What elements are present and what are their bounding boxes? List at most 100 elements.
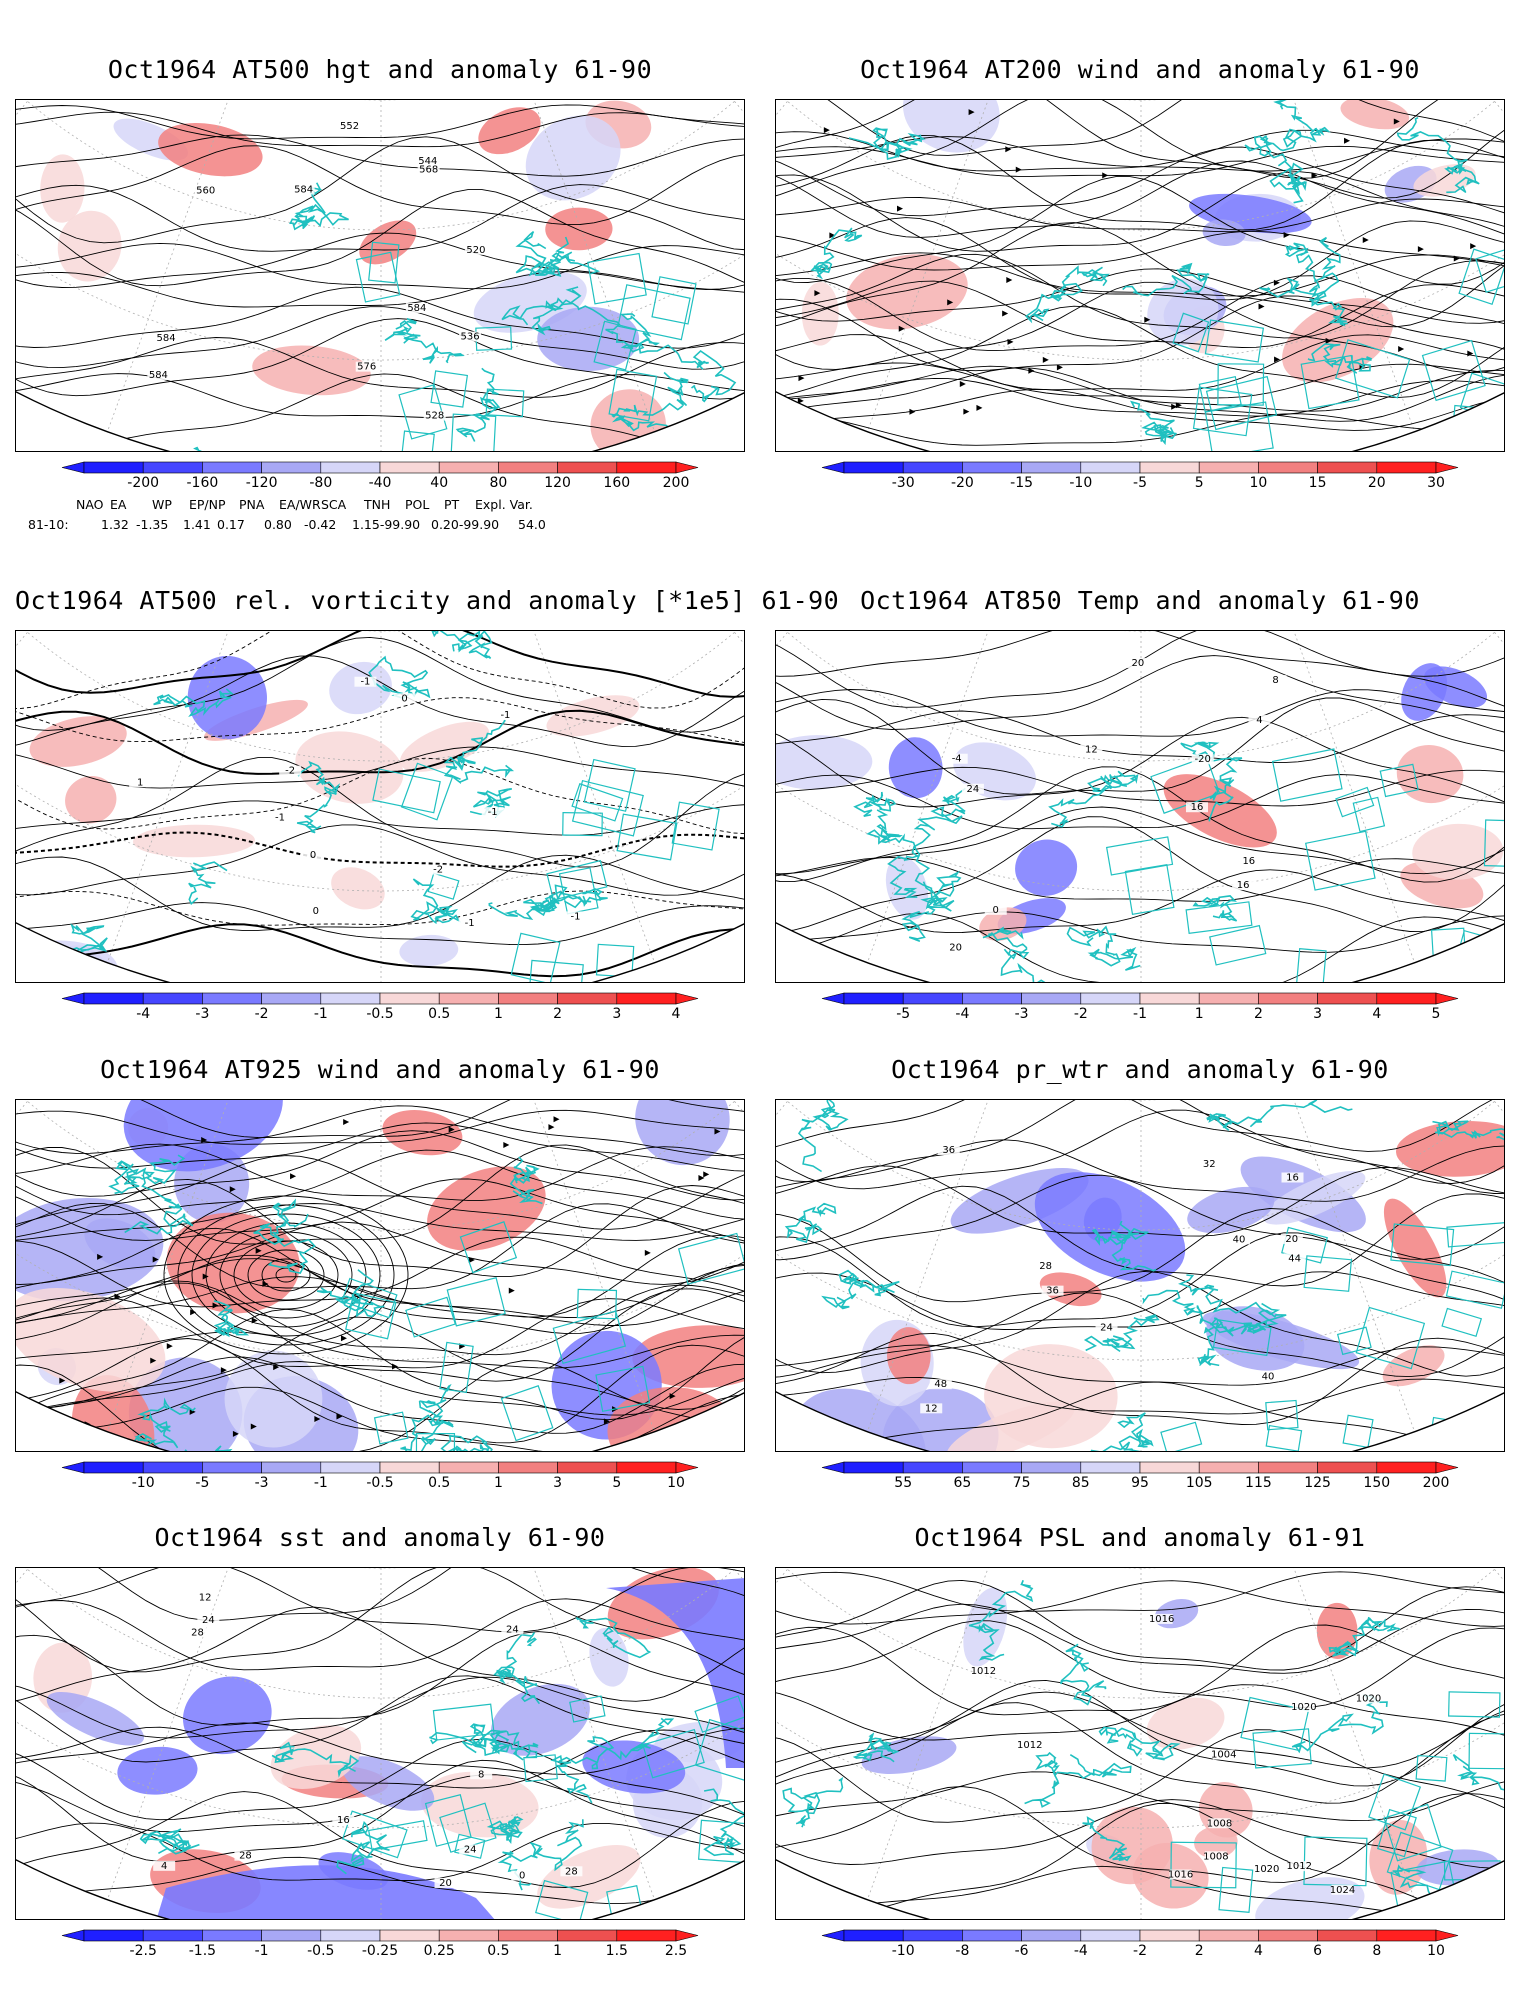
streamline-arrow [823, 127, 830, 134]
contour-label: 12 [925, 1403, 938, 1414]
streamline [776, 388, 1504, 431]
colorbar-hgt500: -200 -160 -120 -80 -40 40 80 120 160 200 [61, 460, 699, 491]
country-border [1160, 1421, 1203, 1451]
contour-label: -1 [488, 807, 498, 818]
streamline-arrow [1273, 279, 1280, 286]
anomaly-region [546, 695, 640, 737]
meridian [380, 631, 655, 963]
colorbar-segment [1376, 1929, 1437, 1942]
anomaly-region [65, 776, 117, 824]
streamline [163, 1195, 409, 1355]
contour-line [16, 902, 744, 946]
country-border [1172, 312, 1210, 353]
colorbar-tick-label: 115 [1245, 1475, 1272, 1491]
contour-label: 0 [519, 1871, 525, 1882]
coastline [515, 236, 576, 276]
coastline [848, 127, 926, 161]
coastline [1130, 400, 1178, 446]
colorbar-segment [902, 461, 963, 474]
colorbar-tick-label: 75 [1013, 1475, 1031, 1491]
anomaly-region [1202, 219, 1246, 247]
anomaly-region [331, 867, 385, 910]
colorbar-wind925: -10 -5 -3 -1 -0.5 0.5 1 3 5 10 [61, 1460, 699, 1491]
anomaly-region [478, 107, 541, 155]
streamline-arrow [503, 1141, 510, 1148]
anomaly-region [156, 1865, 496, 1919]
contour-label: 16 [1286, 1172, 1299, 1183]
country-border [485, 388, 525, 418]
contour-label: 36 [942, 1145, 955, 1156]
colorbar-segment [261, 1461, 322, 1474]
contour-line [776, 869, 1504, 934]
contour-label: -1 [360, 677, 370, 688]
coastline [1083, 1314, 1160, 1353]
colorbar-temp850: -5 -4 -3 -2 -1 1 2 3 4 5 [821, 991, 1459, 1022]
anomaly-region [382, 1110, 463, 1156]
contour-line [776, 1786, 1504, 1883]
country-border [510, 932, 561, 982]
colorbar-tick-label: -2 [1133, 1943, 1147, 1959]
colorbar-segment [962, 1929, 1022, 1942]
streamline [776, 280, 1504, 348]
contour-line [16, 631, 744, 698]
streamline [16, 1360, 744, 1451]
colorbar-tick-label: -0.5 [366, 1006, 393, 1022]
country-border [1204, 319, 1265, 363]
index-row-label: 81-10: [28, 517, 69, 532]
streamline-arrow [336, 1413, 343, 1420]
contour-label: 520 [466, 245, 485, 256]
colorbar-segment [1080, 461, 1141, 474]
panel-hgt500: Oct1964 AT500 hgt and anomaly 61-90 520 5… [15, 55, 745, 452]
meridian [867, 1100, 1142, 1432]
contour-line [16, 1738, 744, 1821]
country-border [450, 413, 497, 451]
streamline [776, 365, 1504, 412]
meridian [1140, 1100, 1415, 1432]
contour-label: 24 [1100, 1323, 1113, 1334]
index-value: 1.41 [183, 517, 211, 532]
streamline-arrow [963, 408, 970, 415]
contour-line [16, 631, 744, 710]
contour-label: 44 [1288, 1253, 1301, 1264]
colorbar-tick-label: -5 [195, 1475, 209, 1491]
coastline [392, 1400, 444, 1451]
country-border [608, 368, 658, 422]
contour-line [16, 1722, 744, 1775]
anomaly-region [1091, 1806, 1173, 1885]
streamline [16, 1282, 744, 1382]
country-border [677, 1232, 744, 1285]
colorbar-tick-label: -5 [1133, 475, 1147, 491]
anomaly-region [887, 1327, 931, 1385]
colorbar-segment [202, 992, 262, 1005]
country-border [617, 284, 691, 341]
contour-label: 1004 [1211, 1750, 1236, 1761]
coastline [1060, 1643, 1107, 1706]
country-border [1445, 1270, 1504, 1309]
index-header-wp: WP [152, 497, 172, 512]
country-border [535, 1879, 589, 1919]
contour-label: 32 [1203, 1159, 1216, 1170]
streamline [776, 413, 1504, 446]
coastline [1142, 1289, 1287, 1337]
country-border [415, 1433, 456, 1451]
map-vort500: -1 -1 -1 -1 -1 -2 1 0 0 0 -1 -2 [15, 630, 745, 983]
map-content: 520 528 536 544 552 560 568 576 584 584 584 584 [16, 100, 744, 451]
meridian [867, 631, 1142, 963]
streamline-arrow [232, 1430, 239, 1437]
coastline [271, 1741, 360, 1778]
country-border [1468, 1732, 1504, 1770]
meridian [107, 1100, 382, 1432]
contour-label: 0 [313, 906, 319, 917]
colorbar-tick-label: 4 [1372, 1006, 1381, 1022]
contour-line [16, 831, 744, 868]
colorbar-segment [1258, 461, 1318, 474]
anomaly-region [329, 661, 392, 715]
index-value: 54.0 [518, 517, 546, 532]
country-border [697, 1819, 744, 1864]
coastline [1449, 964, 1502, 982]
streamline-arrow [166, 1343, 173, 1350]
streamline-arrow [201, 1136, 208, 1143]
country-border [1383, 1803, 1442, 1862]
streamline [16, 1331, 744, 1369]
streamline [16, 1280, 744, 1356]
